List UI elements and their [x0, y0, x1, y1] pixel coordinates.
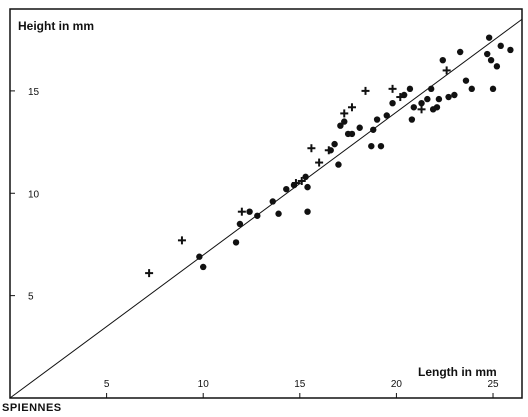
data-point-cross: [324, 146, 333, 155]
data-point-dot: [408, 116, 416, 123]
plot-frame: [9, 8, 523, 399]
x-tick-label: 15: [294, 379, 306, 390]
site-label: SPIENNES: [2, 402, 62, 414]
data-point-dot: [348, 130, 356, 138]
data-point-cross: [417, 105, 426, 114]
data-point-dot: [377, 142, 385, 150]
data-point-dot: [236, 220, 244, 228]
data-point-cross: [340, 109, 349, 118]
data-point-dot: [406, 85, 414, 93]
data-point-cross: [297, 176, 306, 185]
data-point-dot: [424, 95, 431, 103]
x-tick-label: 5: [104, 379, 110, 390]
regression-line: [9, 18, 523, 399]
y-tick-label: 5: [28, 292, 34, 303]
data-point-cross: [291, 179, 300, 188]
data-point-dot: [462, 77, 470, 84]
tick-labels: 5 10 15 20 25 5 10 15: [28, 87, 499, 390]
data-point-dot: [331, 140, 338, 148]
data-point-dot: [489, 85, 497, 93]
data-point-dot: [439, 56, 446, 64]
data-point-dot: [427, 85, 435, 93]
data-point-dot: [196, 253, 203, 260]
data-points: [145, 34, 514, 278]
x-tick-label: 10: [198, 379, 210, 390]
data-point-dot: [337, 122, 344, 129]
data-point-dot: [445, 93, 452, 101]
y-tick-label: 15: [28, 87, 40, 98]
data-point-dot: [484, 50, 491, 58]
data-point-dot: [304, 208, 311, 215]
data-point-cross: [177, 236, 186, 245]
data-point-dot: [232, 239, 240, 246]
data-point-cross: [307, 144, 316, 153]
data-point-dot: [269, 198, 276, 205]
data-point-cross: [396, 93, 405, 102]
data-point-dot: [283, 185, 290, 193]
data-point-dot: [410, 104, 418, 111]
data-point-dot: [507, 46, 514, 54]
data-point-dot: [200, 263, 207, 271]
data-point-dot: [487, 56, 495, 64]
data-point-dot: [485, 34, 493, 41]
data-point-dot: [435, 95, 443, 103]
data-point-dot: [370, 126, 377, 133]
x-tick-label: 25: [487, 379, 499, 390]
data-point-dot: [254, 212, 261, 219]
data-point-dot: [451, 91, 458, 99]
data-point-cross: [145, 269, 154, 278]
data-point-dot: [356, 124, 363, 131]
data-point-dot: [302, 173, 309, 181]
data-point-dot: [389, 99, 396, 107]
data-point-dot: [373, 116, 381, 123]
x-tick-label: 20: [391, 379, 403, 390]
data-point-dot: [468, 85, 475, 93]
data-point-dot: [335, 161, 342, 168]
data-point-cross: [361, 86, 370, 95]
data-point-dot: [493, 63, 501, 70]
data-point-dot: [368, 142, 375, 150]
data-point-cross: [315, 158, 324, 167]
data-point-dot: [275, 210, 282, 217]
data-point-dot: [497, 42, 504, 50]
data-point-dot: [456, 48, 464, 56]
data-point-dot: [341, 118, 348, 125]
y-tick-label: 10: [28, 189, 40, 200]
data-point-dot: [418, 99, 425, 107]
x-axis-title: Length in mm: [418, 365, 497, 379]
data-point-cross: [237, 207, 246, 216]
y-axis-title: Height in mm: [18, 19, 94, 33]
data-point-cross: [388, 84, 397, 93]
data-point-dot: [304, 183, 311, 191]
data-point-dot: [433, 104, 441, 111]
data-point-cross: [442, 66, 451, 75]
data-point-dot: [383, 112, 390, 119]
data-point-dot: [246, 208, 253, 215]
data-point-cross: [347, 103, 356, 112]
tick-marks: [10, 90, 494, 398]
